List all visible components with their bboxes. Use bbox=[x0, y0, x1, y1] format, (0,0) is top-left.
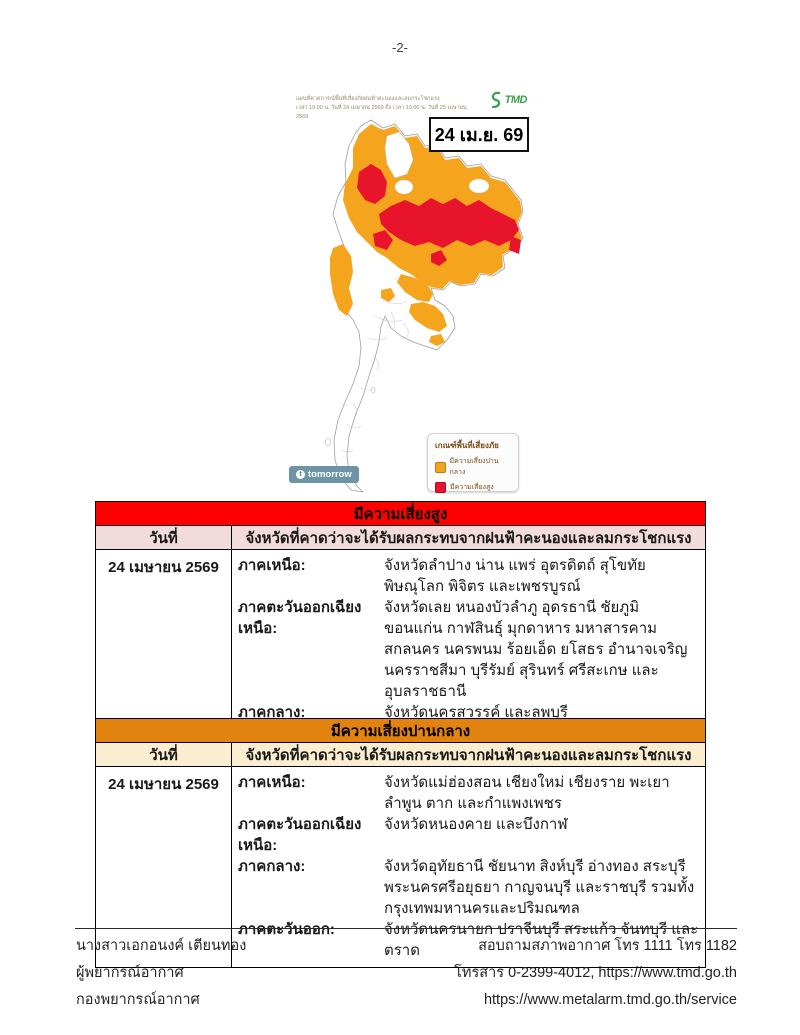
table-row: 24 เมษายน 2569 ภาคเหนือ: จังหวัดแม่ฮ่องส… bbox=[96, 767, 705, 967]
page-number: -2- bbox=[392, 40, 408, 55]
region-row: ภาคกลาง: จังหวัดอุทัยธานี ชัยนาท สิงห์บุ… bbox=[238, 856, 699, 919]
region-label: ภาคเหนือ: bbox=[238, 557, 306, 574]
thailand-map-graphic bbox=[325, 119, 524, 493]
region-label: ภาคกลาง: bbox=[238, 858, 306, 875]
forecaster-name: นางสาวเอกอนงค์ เตียนทอง bbox=[76, 938, 247, 954]
region-provinces: จังหวัดลำปาง น่าน แพร่ อุตรดิตถ์ สุโขทัย… bbox=[384, 557, 646, 595]
map-title: แผนที่คาดการณ์พื้นที่เสี่ยงภัยฝนฟ้าคะนอง… bbox=[296, 95, 474, 121]
date-cell: 24 เมษายน 2569 bbox=[96, 550, 232, 729]
tomorrow-label: tomorrow bbox=[308, 469, 352, 480]
moderate-risk-swatch bbox=[435, 461, 446, 473]
moderate-risk-central bbox=[409, 302, 447, 332]
thailand-risk-map: แผนที่คาดการณ์พื้นที่เสี่ยงภัยฝนฟ้าคะนอง… bbox=[283, 88, 530, 497]
region-label: ภาคตะวันออก: bbox=[238, 921, 335, 938]
table-header-row: วันที่ จังหวัดที่คาดว่าจะได้รับผลกระทบจา… bbox=[96, 526, 705, 550]
high-risk-patch bbox=[373, 230, 393, 250]
footer-divider bbox=[75, 928, 737, 929]
col-header-provinces: จังหวัดที่คาดว่าจะได้รับผลกระทบจากฝนฟ้าค… bbox=[245, 529, 692, 547]
forecaster-title: ผู้พยากรณ์อากาศ bbox=[76, 965, 184, 981]
moderate-risk-east bbox=[429, 334, 445, 346]
region-label: ภาคตะวันออกเฉียงเหนือ: bbox=[238, 816, 362, 854]
region-provinces: จังหวัดหนองคาย และบึงกาฬ bbox=[384, 816, 568, 833]
region-row: ภาคเหนือ: จังหวัดลำปาง น่าน แพร่ อุตรดิต… bbox=[238, 555, 699, 597]
tomorrow-logo-icon: t bbox=[296, 470, 305, 479]
legend-label: มีความเสี่ยงสูง bbox=[450, 484, 494, 491]
region-row: ภาคตะวันออก: จังหวัดนครนายก ปราจีนบุรี ส… bbox=[238, 919, 699, 961]
tomorrow-watermark: t tomorrow bbox=[289, 466, 359, 483]
contact-fax-website: โทรสาร 0-2399-4012, https://www.tmd.go.t… bbox=[454, 965, 737, 981]
moderate-risk-central bbox=[397, 274, 433, 302]
table-title: มีความเสี่ยงสูง bbox=[96, 502, 705, 526]
region-provinces: จังหวัดเลย หนองบัวลำภู อุดรธานี ชัยภูมิ … bbox=[384, 599, 688, 700]
tmd-logo: TMD bbox=[504, 94, 528, 106]
region-provinces: จังหวัดแม่ฮ่องสอน เชียงใหม่ เชียงราย พะเ… bbox=[384, 774, 670, 812]
legend-item-high: มีความเสี่ยงสูง bbox=[435, 482, 511, 493]
region-label: ภาคกลาง: bbox=[238, 704, 306, 721]
no-risk-gap bbox=[384, 131, 414, 179]
table-header-row: วันที่ จังหวัดที่คาดว่าจะได้รับผลกระทบจา… bbox=[96, 743, 705, 767]
footer-contact-info: สอบถามสภาพอากาศ โทร 1111 โทร 1182 โทรสาร… bbox=[454, 933, 737, 1014]
region-label: ภาคเหนือ: bbox=[238, 774, 306, 791]
map-date-label: 24 เม.ย. 69 bbox=[429, 117, 529, 152]
high-risk-north bbox=[357, 164, 387, 204]
table-title: มีความเสี่ยงปานกลาง bbox=[96, 719, 705, 743]
region-provinces: จังหวัดอุทัยธานี ชัยนาท สิงห์บุรี อ่างทอ… bbox=[384, 858, 695, 917]
footer-forecaster-info: นางสาวเอกอนงค์ เตียนทอง ผู้พยากรณ์อากาศ … bbox=[76, 933, 246, 1014]
moderate-risk-table: มีความเสี่ยงปานกลาง วันที่ จังหวัดที่คาด… bbox=[95, 718, 706, 968]
col-header-date: วันที่ bbox=[96, 526, 232, 549]
island bbox=[370, 386, 376, 394]
contact-service-url: https://www.metalarm.tmd.go.th/service bbox=[483, 992, 737, 1008]
region-row: ภาคตะวันออกเฉียงเหนือ: จังหวัดเลย หนองบั… bbox=[238, 597, 699, 702]
moderate-risk-west bbox=[330, 244, 353, 316]
map-legend: เกณฑ์พื้นที่เสี่ยงภัย มีความเสี่ยงปานกลา… bbox=[427, 433, 519, 493]
table-row: 24 เมษายน 2569 ภาคเหนือ: จังหวัดลำปาง น่… bbox=[96, 550, 705, 729]
map-logos: TMD bbox=[488, 91, 528, 109]
high-risk-swatch bbox=[435, 482, 446, 493]
high-risk-patch bbox=[431, 250, 447, 266]
map-title-line2: เวลา 19.00 น. วันที่ 24 เมษายน 2569 ถึง … bbox=[296, 104, 467, 120]
high-risk-patch bbox=[509, 236, 521, 254]
region-label: ภาคตะวันออกเฉียงเหนือ: bbox=[238, 599, 362, 637]
island bbox=[325, 437, 331, 447]
forecaster-division: กองพยากรณ์อากาศ bbox=[76, 992, 200, 1008]
contact-phone: สอบถามสภาพอากาศ โทร 1111 โทร 1182 bbox=[478, 938, 737, 954]
legend-item-moderate: มีความเสี่ยงปานกลาง bbox=[435, 456, 511, 478]
col-header-provinces: จังหวัดที่คาดว่าจะได้รับผลกระทบจากฝนฟ้าค… bbox=[245, 746, 692, 764]
province-borders bbox=[340, 299, 409, 453]
regions-cell: ภาคเหนือ: จังหวัดลำปาง น่าน แพร่ อุตรดิต… bbox=[232, 550, 705, 729]
region-provinces: จังหวัดนครนายก ปราจีนบุรี สระแก้ว จันทบุ… bbox=[384, 921, 699, 959]
regions-cell: ภาคเหนือ: จังหวัดแม่ฮ่องสอน เชียงใหม่ เช… bbox=[232, 767, 705, 967]
legend-title: เกณฑ์พื้นที่เสี่ยงภัย bbox=[435, 441, 499, 450]
no-risk-gap bbox=[468, 178, 490, 194]
moderate-risk-central bbox=[381, 288, 395, 302]
region-provinces: จังหวัดนครสวรรค์ และลพบุรี bbox=[384, 704, 568, 721]
map-title-line1: แผนที่คาดการณ์พื้นที่เสี่ยงภัยฝนฟ้าคะนอง… bbox=[296, 96, 440, 102]
region-row: ภาคเหนือ: จังหวัดแม่ฮ่องสอน เชียงใหม่ เช… bbox=[238, 772, 699, 814]
region-row: ภาคกลาง: จังหวัดนครสวรรค์ และลพบุรี bbox=[238, 702, 699, 723]
date-cell: 24 เมษายน 2569 bbox=[96, 767, 232, 967]
high-risk-table: มีความเสี่ยงสูง วันที่ จังหวัดที่คาดว่าจ… bbox=[95, 501, 706, 730]
region-row: ภาคตะวันออกเฉียงเหนือ: จังหวัดหนองคาย แล… bbox=[238, 814, 699, 856]
no-risk-gap bbox=[394, 179, 414, 195]
col-header-date: วันที่ bbox=[96, 743, 232, 766]
legend-label: มีความเสี่ยงปานกลาง bbox=[449, 458, 499, 476]
climate-center-logo-icon bbox=[491, 91, 500, 109]
high-risk-band bbox=[379, 198, 519, 248]
